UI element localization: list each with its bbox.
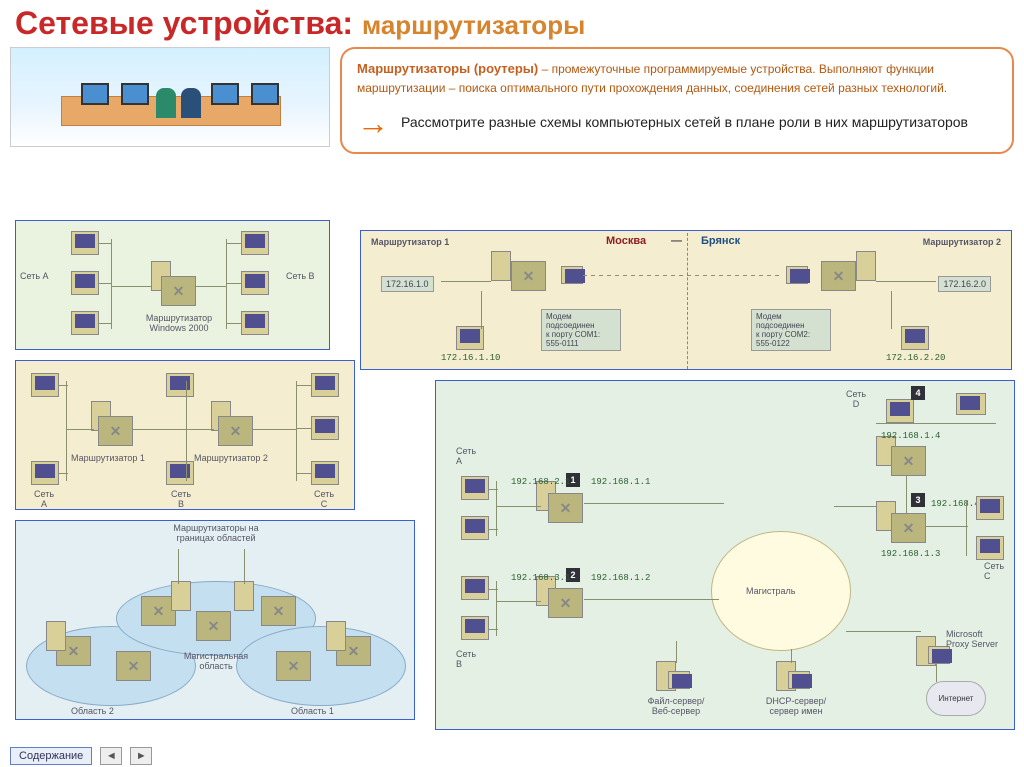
city-dash: —: [671, 235, 682, 247]
label-dhcp: DHCP-сервер/ сервер имен: [756, 696, 836, 716]
label-netd: Сеть D: [846, 389, 866, 409]
diagram-backbone: Маршрутизаторы на границах областей Маги…: [15, 520, 415, 720]
ip12: 192.168.1.2: [591, 573, 650, 583]
city-moscow: Москва: [606, 235, 646, 247]
label-netc: Сеть C: [984, 561, 1004, 581]
contents-button[interactable]: Содержание: [10, 747, 92, 765]
label-neta: Сеть A: [456, 446, 476, 466]
internet-cloud: Интернет: [926, 681, 986, 716]
label-border-routers: Маршрутизаторы на границах областей: [156, 523, 276, 543]
ip-r: 172.16.2.20: [886, 353, 945, 363]
modem1-box: Модем подсоединен к порту COM1: 555-0111: [541, 309, 621, 351]
office-illustration: [10, 47, 330, 147]
diagram-win2000: Сеть A Маршрутизатор Windows 2000 Сеть B: [15, 220, 330, 350]
label-neta2: Сеть A: [34, 489, 54, 509]
label-mag: Магистральная область: [176, 651, 256, 671]
ip-box-2: 172.16.2.0: [938, 276, 991, 292]
title-sub: маршрутизаторы: [362, 10, 585, 40]
next-button[interactable]: ►: [130, 747, 152, 765]
modem2-box: Модем подсоединен к порту COM2: 555-0122: [751, 309, 831, 351]
prompt-text: Рассмотрите разные схемы компьютерных се…: [401, 113, 968, 133]
label-net-b: Сеть B: [286, 271, 315, 281]
badge-3: 3: [911, 493, 925, 507]
label-md-r1: Маршрутизатор 1: [371, 237, 449, 247]
label-netc2: Сеть C: [314, 489, 334, 509]
ip14: 192.168.1.4: [881, 431, 940, 441]
ip31: 192.168.3.1: [511, 573, 570, 583]
arrow-icon: →: [357, 105, 389, 142]
internet-label: Интернет: [939, 694, 974, 703]
badge-4: 4: [911, 386, 925, 400]
label-net-a: Сеть A: [20, 271, 49, 281]
ip13: 192.168.1.3: [881, 549, 940, 559]
label-r2: Маршрутизатор 2: [194, 453, 268, 463]
def-bold: Маршрутизаторы (роутеры): [357, 61, 538, 76]
label-o1: Область 1: [291, 706, 334, 716]
label-netb2: Сеть B: [171, 489, 191, 509]
label-o2: Область 2: [71, 706, 114, 716]
city-bryansk: Брянск: [701, 235, 740, 247]
page-title: Сетевые устройства: маршрутизаторы: [0, 0, 1024, 47]
label-netb: Сеть B: [456, 649, 476, 669]
diagram-moscow-bryansk: Маршрутизатор 1 Москва — Брянск Маршрути…: [360, 230, 1012, 370]
ip-box-1: 172.16.1.0: [381, 276, 434, 292]
label-router-win2000: Маршрутизатор Windows 2000: [134, 313, 224, 333]
diagram-magistral: Сеть D 4 192.168.1.4 Сеть A 1 192.168.2.…: [435, 380, 1015, 730]
label-md-r2: Маршрутизатор 2: [923, 237, 1001, 247]
ip21: 192.168.2.1: [511, 477, 570, 487]
label-magistral: Магистраль: [746, 586, 796, 596]
label-r1: Маршрутизатор 1: [71, 453, 145, 463]
ip11: 192.168.1.1: [591, 477, 650, 487]
label-proxy: Microsoft Proxy Server: [946, 629, 1006, 649]
prev-button[interactable]: ◄: [100, 747, 122, 765]
definition-box: Маршрутизаторы (роутеры) – промежуточные…: [340, 47, 1014, 154]
title-main: Сетевые устройства:: [15, 5, 353, 41]
ip-l: 172.16.1.10: [441, 353, 500, 363]
diagram-two-routers: Маршрутизатор 1 Маршрутизатор 2 Сеть A С…: [15, 360, 355, 510]
label-file-server: Файл-сервер/ Веб-сервер: [636, 696, 716, 716]
